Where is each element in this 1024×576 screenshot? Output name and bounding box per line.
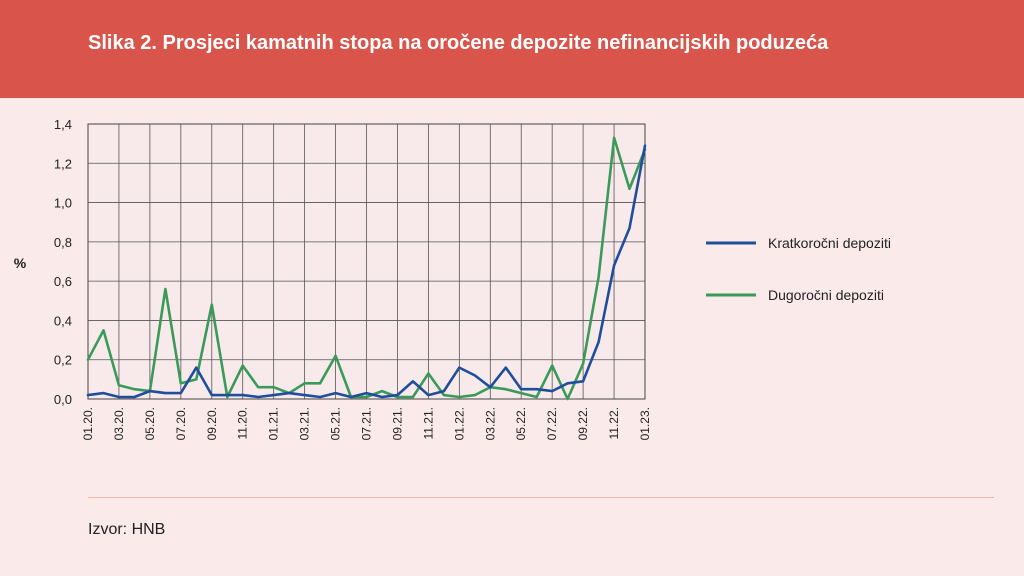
x-tick-label: 05.22. bbox=[514, 407, 528, 440]
x-tick-label: 07.22. bbox=[545, 407, 559, 440]
x-tick-label: 09.21. bbox=[390, 407, 404, 440]
x-tick-label: 03.20. bbox=[112, 407, 126, 440]
x-tick-label: 01.22. bbox=[452, 407, 466, 440]
y-tick-label: 0,4 bbox=[54, 313, 72, 328]
plot-frame bbox=[87, 123, 646, 400]
title-banner: Slika 2. Prosjeci kamatnih stopa na oroč… bbox=[0, 0, 1024, 98]
x-tick-label: 11.21. bbox=[421, 407, 435, 439]
y-tick-label: 1,2 bbox=[54, 156, 72, 171]
x-tick-label: 09.22. bbox=[576, 407, 590, 440]
y-tick-label: 0,2 bbox=[54, 353, 72, 368]
x-tick-label: 05.20. bbox=[143, 407, 157, 440]
x-tick-label: 07.21. bbox=[360, 407, 374, 440]
line-chart: 0,0 0,2 0,4 0,6 0,8 1,0 1,2 1,4 01.20. 03.20. 05.2… bbox=[14, 117, 891, 440]
x-tick-label: 03.22. bbox=[483, 407, 497, 440]
legend-label-1: Dugoročni depoziti bbox=[768, 287, 884, 303]
x-tick-label: 01.20. bbox=[81, 407, 95, 440]
y-tick-label: 0,8 bbox=[54, 235, 72, 250]
y-tick-label: 0,6 bbox=[54, 274, 72, 289]
y-tick-label: 1,0 bbox=[54, 196, 72, 211]
series-line-0 bbox=[86, 144, 647, 399]
x-tick-label: 05.21. bbox=[329, 407, 343, 440]
x-tick-label: 01.21. bbox=[267, 407, 281, 440]
x-tick-label: 07.20. bbox=[174, 407, 188, 440]
y-tick-label: 0,0 bbox=[54, 392, 72, 407]
x-tick-label: 11.20. bbox=[236, 407, 250, 439]
x-tick-label: 01.23. bbox=[638, 407, 652, 440]
x-tick-label: 09.20. bbox=[205, 407, 219, 440]
x-tick-label: 03.21. bbox=[298, 407, 312, 440]
y-axis-label: % bbox=[14, 255, 27, 271]
y-tick-label: 1,4 bbox=[54, 117, 72, 132]
footer-divider bbox=[88, 497, 994, 498]
series-line-1 bbox=[86, 136, 647, 401]
legend-label-0: Kratkoročni depoziti bbox=[768, 235, 891, 251]
source-note: Izvor: HNB bbox=[88, 521, 166, 538]
x-tick-label: 11.22. bbox=[607, 407, 621, 439]
chart-title: Slika 2. Prosjeci kamatnih stopa na oroč… bbox=[88, 32, 829, 54]
